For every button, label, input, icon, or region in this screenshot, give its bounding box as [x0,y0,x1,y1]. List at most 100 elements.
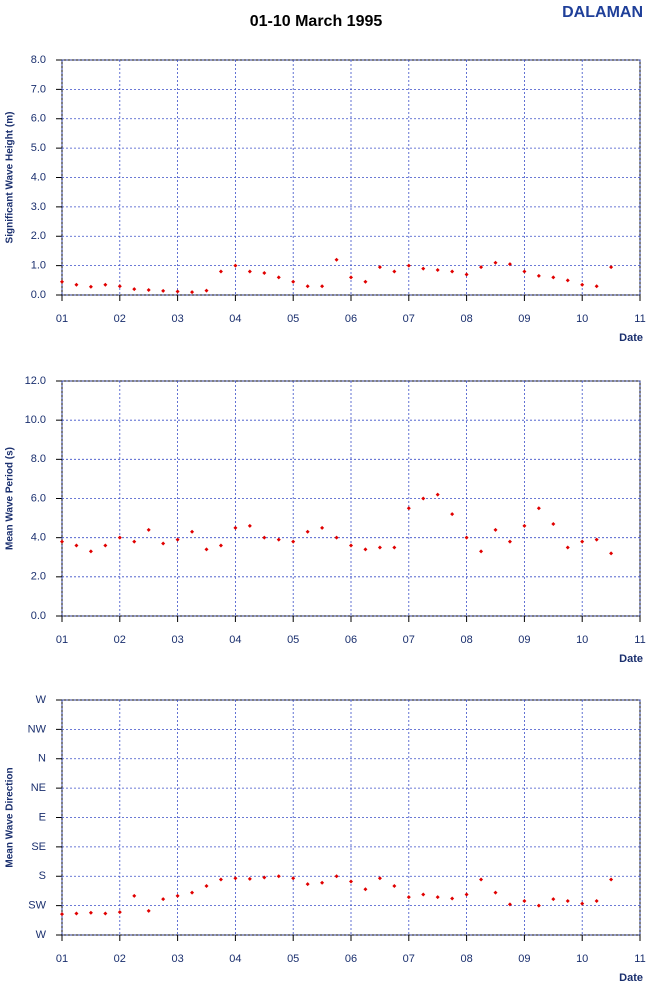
data-point [450,512,455,517]
data-point [507,902,512,907]
data-point [233,263,238,268]
data-point [161,897,166,902]
data-point [377,876,382,881]
data-point [146,288,151,293]
data-point [522,269,527,274]
data-point [450,269,455,274]
data-point [421,266,426,271]
x-tick-label: 09 [518,313,530,325]
y-tick-label: 12.0 [25,375,46,387]
data-point [609,551,614,556]
x-tick-label: 04 [229,634,241,646]
data-point [551,275,556,280]
x-tick-label: 02 [114,313,126,325]
y-axis-label: Significant Wave Height (m) [5,112,16,244]
x-tick-label: 10 [576,634,588,646]
data-point [204,884,209,889]
data-point [406,506,411,511]
data-point [291,539,296,544]
data-point [132,539,137,544]
data-point [190,890,195,895]
data-point [88,910,93,915]
data-point [392,884,397,889]
data-point [146,527,151,532]
data-point [291,279,296,284]
y-tick-label: 4.0 [31,532,46,544]
data-point [421,892,426,897]
x-tick-label: 03 [171,313,183,325]
y-tick-label: 1.0 [31,260,46,272]
data-point [276,275,281,280]
x-axis-label: Date [619,653,643,665]
data-point [435,268,440,273]
station-name: DALAMAN [562,4,643,21]
data-point [565,545,570,550]
y-tick-label: 0.0 [31,289,46,301]
data-point [190,529,195,534]
data-point [320,880,325,885]
data-point [565,278,570,283]
data-point [551,521,556,526]
y-tick-label: NE [31,782,46,794]
data-point [551,897,556,902]
data-point [103,911,108,916]
data-point [60,912,64,917]
data-point [262,535,267,540]
data-point [117,910,122,915]
x-tick-label: 07 [403,634,415,646]
x-tick-label: 03 [171,953,183,965]
x-tick-label: 03 [171,634,183,646]
x-tick-label: 08 [460,634,472,646]
y-tick-label: 4.0 [31,171,46,183]
data-point [363,887,368,892]
data-point [161,541,166,546]
data-point [536,903,541,908]
y-tick-label: 3.0 [31,201,46,213]
y-tick-label: E [39,811,46,823]
data-point [392,545,397,550]
data-point [247,523,252,528]
data-point [493,260,498,265]
y-tick-label: SW [28,900,46,912]
data-point [74,282,79,287]
data-point [305,284,310,289]
data-point [218,543,223,548]
data-point [507,539,512,544]
data-point [349,543,353,548]
data-point [218,877,223,882]
data-point [435,492,440,497]
x-tick-label: 08 [460,953,472,965]
y-tick-label: S [39,870,46,882]
data-point [377,545,382,550]
x-axis-label: Date [619,972,643,984]
x-tick-label: 06 [345,953,357,965]
data-point [435,895,440,900]
x-tick-label: 09 [518,634,530,646]
data-point [334,257,339,262]
data-point [262,270,267,275]
data-point [334,535,339,540]
data-point [464,892,469,897]
data-point [161,288,166,293]
y-tick-label: W [36,694,47,706]
x-tick-label: 11 [634,313,645,325]
data-point [175,537,180,542]
data-point [363,279,368,284]
data-point [609,265,614,270]
data-point [536,506,541,511]
data-point [320,284,325,289]
data-point [594,899,599,904]
data-point [146,908,151,913]
y-tick-label: W [36,929,47,941]
y-tick-label: 8.0 [31,54,46,66]
data-point [594,537,599,542]
data-point [88,284,93,289]
x-tick-label: 01 [56,313,68,325]
data-point [132,893,137,898]
y-tick-label: 0.0 [31,610,46,622]
y-axis-label: Mean Wave Period (s) [5,447,16,550]
data-point [305,882,310,887]
data-point [175,893,180,898]
data-point [103,543,108,548]
data-point [233,525,238,530]
